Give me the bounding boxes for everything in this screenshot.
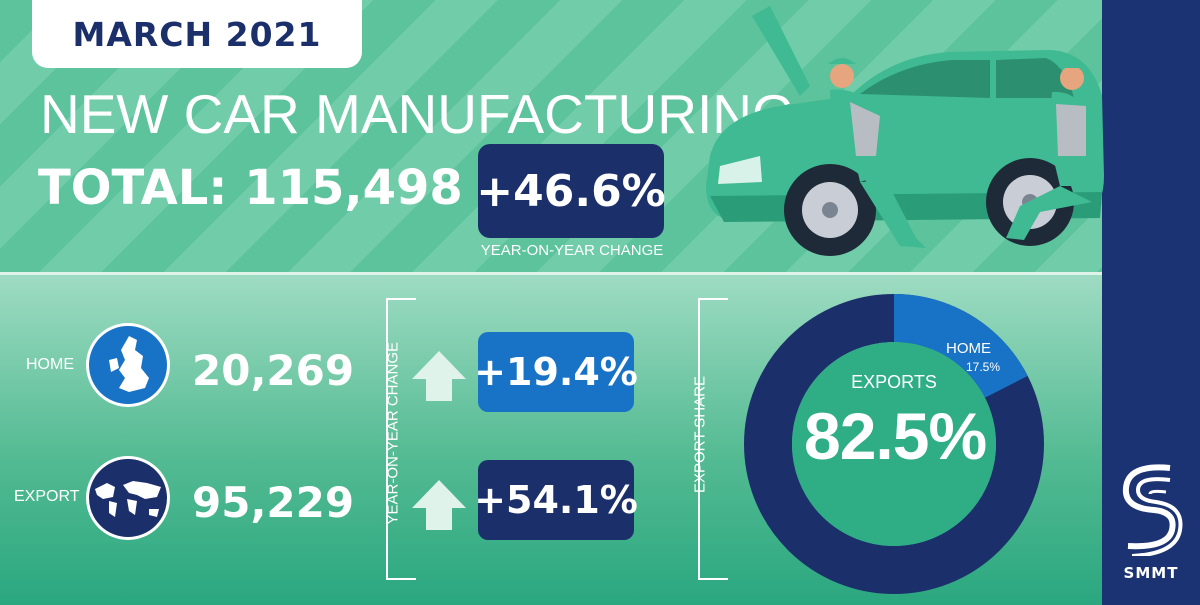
mechanic-left-icon [828, 58, 926, 248]
share-column-label: EXPORT SHARE [691, 376, 709, 493]
home-label: HOME [26, 356, 74, 373]
page-title: NEW CAR MANUFACTURING [40, 83, 795, 145]
smmt-logo-icon [1122, 464, 1183, 556]
brand-name: SMMT [1123, 564, 1179, 582]
up-arrow-icon [412, 480, 466, 530]
home-share-label: HOME [946, 340, 991, 357]
home-share-value: 17.5% [966, 360, 1001, 374]
home-change-badge: +19.4% [474, 332, 638, 412]
share-bracket [698, 298, 728, 580]
month-badge: MARCH 2021 [32, 0, 362, 68]
donut-home-segment [893, 294, 1028, 399]
total-yoy-change-badge: +46.6% [476, 144, 666, 238]
brand-sidebar [1102, 0, 1200, 605]
home-value: 20,269 [192, 346, 355, 395]
total-yoy-caption: YEAR-ON-YEAR CHANGE [480, 242, 664, 259]
change-bracket [386, 298, 416, 580]
exports-label: EXPORTS [851, 372, 937, 392]
export-label: EXPORT [14, 488, 80, 505]
export-share-donut [744, 294, 1044, 594]
section-divider [0, 272, 1102, 275]
mechanic-right-icon [1006, 62, 1094, 240]
world-map-icon [86, 456, 170, 540]
total-figure: TOTAL: 115,498 [38, 160, 463, 216]
export-value: 95,229 [192, 478, 355, 527]
export-change-badge: +54.1% [474, 460, 638, 540]
front-wheel-icon [784, 164, 876, 256]
exports-share-value: 82.5% [804, 399, 987, 473]
car-mechanics-illustration [706, 6, 1104, 256]
up-arrow-icon [412, 351, 466, 401]
uk-map-icon [86, 323, 170, 407]
donut-hole [792, 342, 996, 546]
change-column-label: YEAR-ON-YEAR CHANGE [384, 341, 402, 525]
